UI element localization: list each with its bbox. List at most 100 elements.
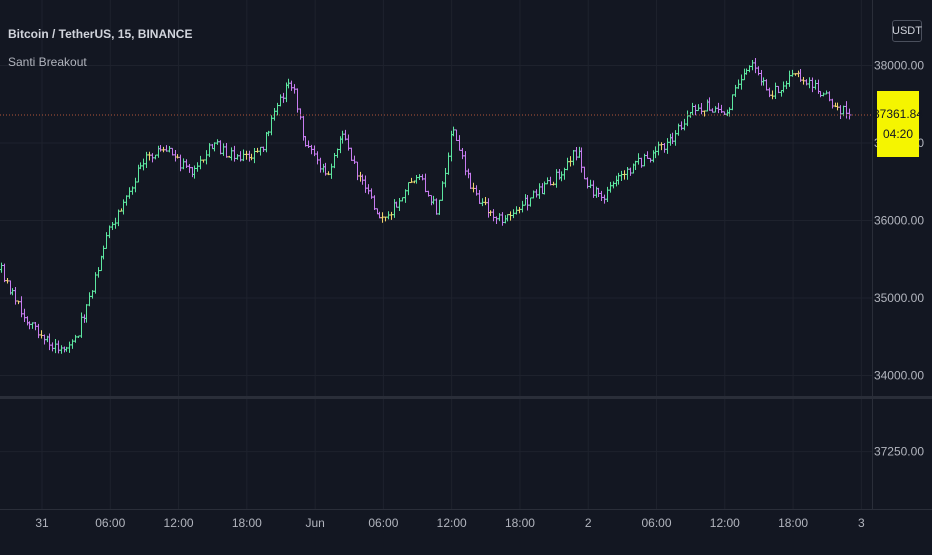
ohlc-bar [665,138,670,154]
y-tick-label: 38000.00 [874,59,924,73]
ohlc-bar [53,338,58,354]
ohlc-bar [756,66,761,76]
bar-countdown: 04:20 [882,127,914,141]
ohlc-bar [742,68,747,81]
ohlc-bar [218,140,223,155]
ohlc-bar [486,198,491,218]
ohlc-bar [67,341,72,353]
ohlc-bar [423,173,428,193]
ohlc-bar [696,104,701,112]
ohlc-bar [682,118,687,131]
ohlc-bar [258,146,263,156]
ohlc-bar [611,181,616,189]
price-bars [0,57,852,354]
ohlc-bar [434,198,439,215]
ohlc-bar [366,184,371,195]
ohlc-bar [47,333,52,351]
ohlc-bar [460,147,465,160]
x-tick-label: 31 [35,516,49,530]
ohlc-bar [835,102,840,111]
ohlc-bar [500,212,505,226]
ohlc-bar [96,267,101,278]
ohlc-bar [565,157,570,171]
ohlc-bar [488,210,493,217]
ohlc-bar [781,81,786,93]
ohlc-bar [318,157,323,173]
lower-pane-y-tick-label: 37250.00 [874,445,924,459]
ohlc-bar [84,304,89,323]
ohlc-bar [414,174,419,184]
ohlc-bar [275,102,280,116]
ohlc-bar [10,288,15,296]
ohlc-bar [693,104,698,116]
ohlc-bar [838,105,843,119]
ohlc-bar [99,255,104,272]
ohlc-bar [483,197,488,206]
ohlc-bar [713,106,718,113]
ohlc-bar [670,132,675,144]
ohlc-bar [491,209,496,222]
ohlc-bar [303,136,308,147]
ohlc-bar [116,209,121,227]
ohlc-bar [0,262,4,273]
x-tick-label: 18:00 [778,516,808,530]
ohlc-bar [397,198,402,211]
ohlc-bar [733,84,738,97]
ohlc-bar [329,163,334,179]
ohlc-bar [796,70,801,78]
ohlc-bar [463,151,468,176]
ohlc-bar [645,151,650,159]
ohlc-bar [619,170,624,181]
ohlc-bar [784,80,789,90]
ohlc-bar [577,146,582,158]
ohlc-bar [110,222,115,231]
ohlc-bar [249,153,254,161]
ohlc-bar [187,164,192,173]
ohlc-bar [87,292,92,307]
ohlc-bar [668,133,673,146]
ohlc-bar [790,69,795,77]
ohlc-bar [764,79,769,91]
ohlc-bar [787,70,792,87]
ohlc-bar [497,213,502,222]
ohlc-bar [158,144,163,152]
ohlc-bar [50,342,55,352]
ohlc-bar [761,77,766,86]
ohlc-bar [614,175,619,187]
ohlc-bar [232,145,237,162]
current-price-value: 37361.84 [872,107,924,121]
ohlc-bar [520,200,525,213]
symbol-title[interactable]: Bitcoin / TetherUS, 15, BINANCE [8,27,193,41]
ohlc-bar [59,345,64,354]
indicator-label[interactable]: Santi Breakout [8,55,87,69]
currency-button[interactable]: USDT [892,20,922,42]
ohlc-bar [705,99,710,112]
ohlc-bar [244,150,249,160]
ohlc-bar [437,199,442,215]
ohlc-bar [147,151,152,161]
ohlc-bar [181,158,186,170]
ohlc-bar [204,150,209,165]
x-tick-label: 2 [585,516,592,530]
ohlc-bar [449,130,454,162]
ohlc-bar [247,150,252,162]
ohlc-bar [523,194,528,206]
ohlc-bar [22,308,27,323]
ohlc-bar [272,108,277,121]
ohlc-bar [210,144,215,150]
ohlc-bar [628,167,633,176]
ohlc-bar [278,94,283,107]
x-tick-label: 12:00 [437,516,467,530]
ohlc-bar [400,197,405,202]
ohlc-bar [804,79,809,86]
ohlc-bar [136,164,141,183]
ohlc-bar [39,330,44,339]
ohlc-bar [221,143,226,156]
ohlc-bar [173,150,178,162]
x-tick-label: 18:00 [505,516,535,530]
ohlc-bar [392,199,397,218]
ohlc-bar [830,98,835,109]
ohlc-bar [133,177,138,193]
